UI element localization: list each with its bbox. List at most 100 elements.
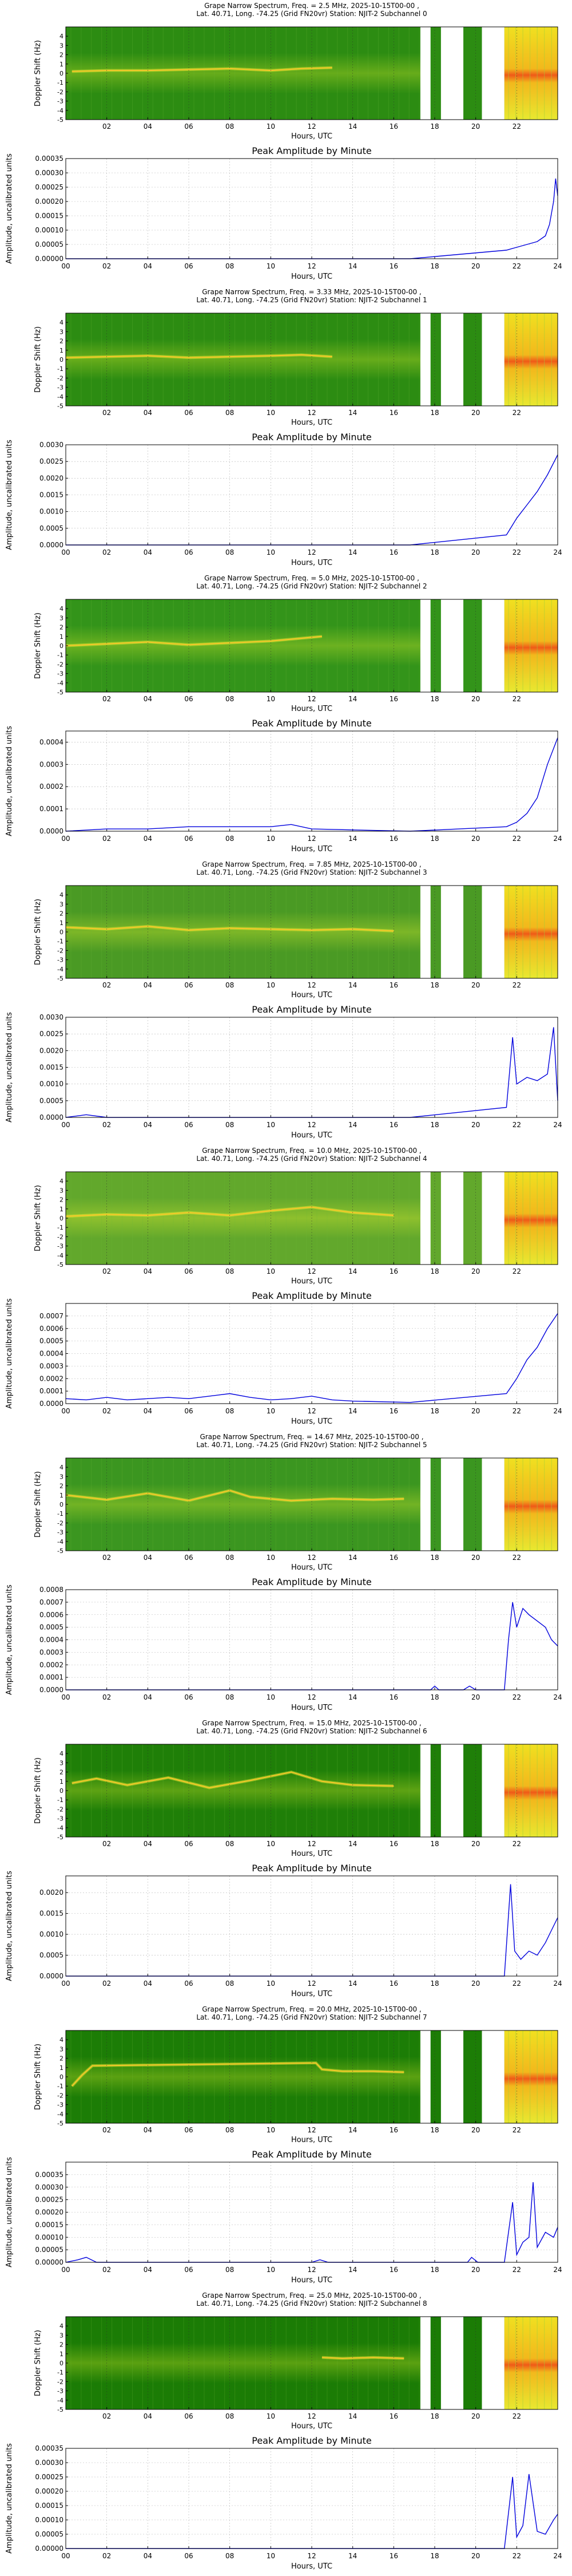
spectrogram-y-tick-label: -5 [57,1261,63,1269]
amplitude-y-tick-label: 0.0006 [39,1611,63,1619]
spectrogram-gap [482,2317,505,2409]
spectrogram-x-tick-label: 12 [307,1554,316,1562]
amplitude-x-tick-label: 00 [61,1980,70,1988]
amplitude-y-label: Amplitude, uncalibrated units [5,2157,14,2267]
spectrogram-gap [420,2030,431,2123]
amplitude-x-tick-label: 10 [267,262,275,270]
amplitude-frame [65,2162,558,2263]
doppler-trace [65,635,322,646]
spectrogram-y-tick-label: 2 [59,624,63,631]
amplitude-x-tick-label: 22 [513,548,521,556]
spectrogram-segment [430,2317,441,2409]
spectrogram-x-tick-label: 14 [348,1554,357,1562]
spectrogram-x-tick-label: 18 [430,409,439,417]
spectrogram-x-tick-label: 12 [307,123,316,131]
spectrogram-x-tick-label: 16 [390,409,398,417]
spectrogram-x-tick-label: 16 [390,2412,398,2420]
amplitude-x-tick-label: 24 [553,262,562,270]
amplitude-y-tick-label: 0.00010 [35,2233,63,2241]
channel-block: Grape Narrow Spectrum, Freq. = 10.0 MHz,… [5,1147,562,1426]
spectrogram-x-tick-label: 06 [184,2412,193,2420]
amplitude-y-tick-label: 0.0005 [39,1097,63,1105]
spectrogram-x-tick-label: 08 [225,695,234,703]
amplitude-x-tick-label: 12 [307,1980,316,1988]
amplitude-x-tick-label: 16 [390,2552,398,2560]
amplitude-x-tick-label: 02 [102,548,111,556]
spectrogram-x-tick-label: 02 [102,695,111,703]
spectrogram-x-tick-label: 22 [513,1554,521,1562]
spectrogram-y-tick-label: -1 [57,2083,63,2090]
amplitude-y-tick-label: 0.0020 [39,1888,63,1897]
amplitude-x-tick-label: 14 [348,1980,357,1988]
amplitude-y-tick-label: 0.0020 [39,1046,63,1054]
spectrogram-x-tick-label: 06 [184,695,193,703]
spectrogram-y-tick-label: -5 [57,402,63,410]
amplitude-x-tick-label: 02 [102,1693,111,1701]
spectrogram-x-tick-label: 20 [471,1554,480,1562]
spectrogram-gap [440,2030,464,2123]
amplitude-x-tick-label: 20 [471,2552,480,2560]
spectrogram-y-label: Doppler Shift (Hz) [34,2330,42,2396]
spectrogram-y-tick-label: -2 [57,2378,63,2385]
amplitude-y-tick-label: 0.0003 [39,760,63,768]
spectrogram-segment [463,2030,482,2123]
amplitude-x-tick-label: 24 [553,1693,562,1701]
spectrogram-bright-band [504,1744,558,1837]
amplitude-x-tick-label: 22 [513,835,521,843]
spectrogram-y-tick-label: -5 [57,689,63,696]
amplitude-x-tick-label: 08 [225,835,234,843]
amplitude-y-tick-label: 0.0007 [39,1598,63,1606]
spectrogram-center-glow [66,1198,420,1239]
amplitude-y-tick-label: 0.00005 [35,2246,63,2254]
amplitude-x-tick-label: 24 [553,1980,562,1988]
spectrogram-y-tick-label: 0 [59,1787,63,1795]
spectrogram-gap [482,27,505,120]
spectrogram-x-tick-label: 06 [184,1840,193,1848]
spectrogram-y-tick-label: 4 [59,2036,63,2044]
amplitude-x-tick-label: 14 [348,2552,357,2560]
spectrogram-x-tick-label: 08 [225,1267,234,1275]
spectrogram-title: Grape Narrow Spectrum, Freq. = 14.67 MHz… [200,1433,423,1441]
amplitude-x-tick-label: 16 [390,1693,398,1701]
amplitude-x-tick-label: 08 [225,262,234,270]
amplitude-y-tick-label: 0.00035 [35,155,63,163]
channel-block: Grape Narrow Spectrum, Freq. = 15.0 MHz,… [5,1719,562,1998]
spectrogram-y-tick-label: -2 [57,374,63,382]
spectrogram-x-tick-label: 18 [430,1554,439,1562]
amplitude-x-tick-label: 14 [348,2266,357,2274]
amplitude-x-tick-label: 12 [307,1693,316,1701]
amplitude-x-tick-label: 02 [102,1121,111,1129]
spectrogram-bright-band [504,1458,558,1551]
spectrogram-title: Grape Narrow Spectrum, Freq. = 5.0 MHz, … [204,574,419,582]
amplitude-x-tick-label: 20 [471,1121,480,1129]
spectrogram-y-label: Doppler Shift (Hz) [34,1471,42,1538]
spectrogram-x-tick-label: 14 [348,1267,357,1275]
spectrogram-segment [430,1172,441,1265]
amplitude-y-tick-label: 0.0001 [39,1387,63,1395]
amplitude-y-tick-label: 0.0001 [39,1673,63,1681]
amplitude-x-tick-label: 12 [307,548,316,556]
spectrogram-y-label: Doppler Shift (Hz) [34,2044,42,2110]
spectrogram-y-tick-label: 3 [59,900,63,908]
spectrogram-x-tick-label: 16 [390,1267,398,1275]
spectrogram-x-tick-label: 08 [225,2412,234,2420]
spectrogram-x-tick-label: 04 [144,1840,152,1848]
spectrogram-x-tick-label: 14 [348,2126,357,2134]
amplitude-x-tick-label: 00 [61,548,70,556]
spectrogram-x-tick-label: 12 [307,1840,316,1848]
spectrogram-x-label: Hours, UTC [291,418,332,427]
spectrogram-y-tick-label: -4 [57,1252,63,1259]
amplitude-x-tick-label: 18 [430,1693,439,1701]
amplitude-x-tick-label: 06 [184,548,193,556]
amplitude-title: Peak Amplitude by Minute [252,145,372,156]
amplitude-x-tick-label: 18 [430,548,439,556]
amplitude-y-tick-label: 0.00005 [35,240,63,248]
amplitude-frame [65,2448,558,2549]
spectrogram-y-tick-label: -3 [57,670,63,678]
spectrogram-x-tick-label: 22 [513,123,521,131]
doppler-trace [72,67,332,72]
amplitude-x-tick-label: 08 [225,1693,234,1701]
amplitude-x-tick-label: 06 [184,2266,193,2274]
spectrogram-center-glow [66,1770,420,1811]
